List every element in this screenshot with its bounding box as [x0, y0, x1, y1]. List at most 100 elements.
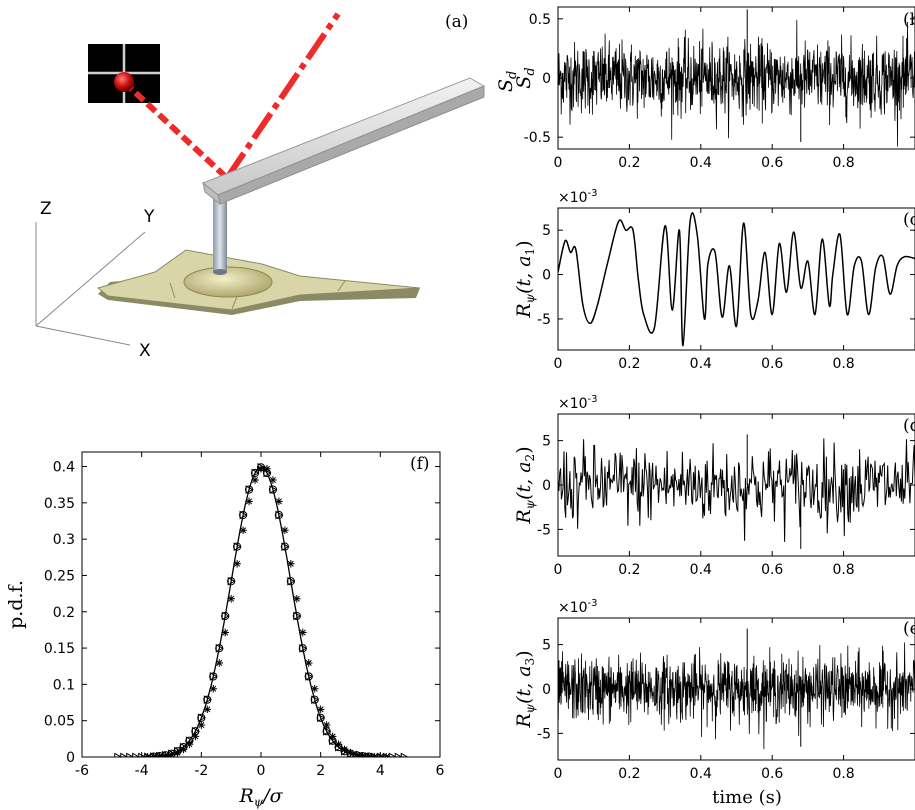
pdf-point-triangle	[335, 742, 344, 752]
pdf-point-triangle	[215, 643, 224, 653]
y-tick-label-f: 0.25	[44, 568, 75, 584]
pdf-point-star	[227, 594, 235, 603]
pdf-point-triangle	[156, 751, 165, 757]
x-tick-label-e: 0.6	[761, 766, 783, 782]
pdf-point-star	[209, 684, 218, 693]
y-axis-label-b: Sd	[513, 67, 538, 88]
x-tick-label-c: 0.2	[618, 356, 640, 372]
pdf-point-star	[334, 740, 343, 749]
x-tick-label-b: 0.8	[832, 155, 854, 171]
x-tick-label-f: -4	[135, 763, 149, 779]
pdf-point-triangle	[191, 726, 200, 736]
axis-label-y: Y	[143, 207, 155, 227]
x-axis-label-f: Rψ/σ	[238, 785, 283, 809]
pdf-point-triangle	[263, 468, 272, 478]
y-tick-label-d: 5	[542, 434, 551, 450]
plot-area-d	[558, 434, 915, 549]
time-axis-label: time (s)	[712, 787, 782, 808]
x-tick-label-f: -2	[194, 763, 208, 779]
y-tick-label-e: 0	[542, 682, 551, 698]
pdf-point-triangle	[227, 576, 236, 586]
pdf-fit-line	[117, 466, 405, 757]
pdf-point-triangle	[305, 672, 314, 681]
x-tick-label-e: 0.2	[618, 766, 640, 782]
y-tick-label-f: 0	[66, 750, 75, 766]
pdf-point-star	[233, 559, 241, 568]
pdf-point-star	[358, 751, 367, 757]
pdf-point-triangle	[197, 713, 206, 723]
y-tick-label-d: 0	[542, 478, 551, 494]
x-tick-label-f: 0	[257, 763, 266, 779]
y-tick-label-b: 0	[542, 71, 551, 87]
y-tick-label-b: 0.5	[529, 12, 551, 28]
chart-panel-e: 0 0.2 0.4 0.6 0.8 -5 0 5 ×10-3 (e) Rψ(t, a3)	[513, 598, 915, 782]
xyz-axes	[35, 222, 146, 346]
pdf-point-star	[155, 752, 164, 757]
x-tick-label-c: 0	[554, 356, 563, 372]
cell	[96, 249, 421, 315]
panel-label-e: (e)	[903, 619, 915, 639]
y-axis-label-c: Rψ(t, a1)	[513, 240, 537, 318]
chart-panel-f: -6 -4 -2 0 2 4 6 0 0.05 0.1 0.15 0.2 0.25 0.3 0.35 0.4 (…	[5, 451, 445, 809]
pdf-point-star	[245, 497, 253, 506]
pdf-point-star	[203, 705, 212, 714]
series-line-e	[558, 642, 915, 750]
pdf-point-star	[287, 559, 295, 568]
pdf-point-star	[364, 752, 373, 757]
x-tick-label-d: 0.8	[832, 562, 854, 578]
panel-label-c: (c)	[903, 210, 915, 230]
pdf-point-triangle	[185, 736, 194, 746]
x-tick-label-c: 0.8	[832, 356, 854, 372]
y-tick-label-f: 0.2	[53, 605, 75, 621]
y-tick-label-c: 0	[542, 268, 551, 284]
pdf-point-star	[316, 705, 325, 714]
y-tick-label-d: -5	[537, 522, 551, 538]
pdf-point-triangle	[245, 485, 254, 494]
y-tick-label-b: -0.5	[524, 130, 551, 146]
x-tick-label-f: 6	[436, 763, 445, 779]
pdf-point-triangle	[209, 672, 218, 681]
chart-panel-b: 00.20.40.60.8-0.500.5(b)Sd	[513, 6, 915, 171]
pdf-point-star	[269, 476, 277, 484]
pdf-point-triangle	[281, 542, 290, 551]
pdf-point-star	[221, 628, 229, 637]
pdf-point-star	[310, 684, 319, 693]
y-tick-label-f: 0.15	[44, 641, 75, 657]
pdf-point-star	[275, 497, 283, 506]
pdf-point-triangle	[251, 468, 260, 478]
pdf-point-star	[185, 740, 194, 749]
reflected-laser-beam	[121, 79, 230, 181]
pdf-point-star	[298, 628, 307, 637]
pdf-point-triangle	[311, 695, 320, 705]
chart-panels: 00.20.40.60.8-0.500.5(b)Sd00.20.40.60.8-…	[5, 6, 915, 809]
y-tick-label-e: 5	[542, 638, 551, 654]
panel-label-b: (b)	[903, 10, 915, 30]
y-exponent-c: ×10-3	[558, 188, 598, 206]
pdf-point-star	[215, 659, 224, 667]
pdf-point-triangle	[323, 726, 332, 736]
pdf-point-star	[304, 659, 313, 667]
pdf-point-triangle	[239, 510, 248, 520]
pdf-point-star	[328, 732, 337, 741]
pdf-point-triangle	[358, 751, 367, 757]
pdf-point-triangle	[162, 750, 171, 757]
x-tick-label-f: 2	[316, 763, 325, 779]
x-tick-label-f: -6	[75, 763, 89, 779]
pdf-point-star	[167, 750, 176, 757]
y-tick-label-f: 0.3	[53, 532, 75, 548]
y-axis-label-e: Rψ(t, a3)	[513, 650, 537, 728]
x-tick-label-e: 0.4	[690, 766, 712, 782]
pdf-point-triangle	[352, 750, 362, 757]
x-tick-label-b: 0.6	[761, 155, 783, 171]
pdf-point-triangle	[221, 611, 230, 621]
pdf-point-star	[251, 476, 259, 484]
cantilever-deflection-label: Sd	[495, 71, 520, 92]
pdf-point-triangle	[287, 576, 296, 586]
pdf-point-triangle	[275, 510, 284, 520]
axes-frame-c	[557, 207, 915, 351]
plot-area-e	[558, 628, 915, 750]
afm-illustration: (a) Z Y X	[35, 12, 520, 361]
chart-panel-c: 0 0.2 0.4 0.6 0.8 -5 0 5 ×10-3 (c) Rψ(t, a1)	[513, 188, 915, 372]
pdf-point-star	[239, 526, 247, 535]
panel-label-a: (a)	[445, 12, 468, 32]
